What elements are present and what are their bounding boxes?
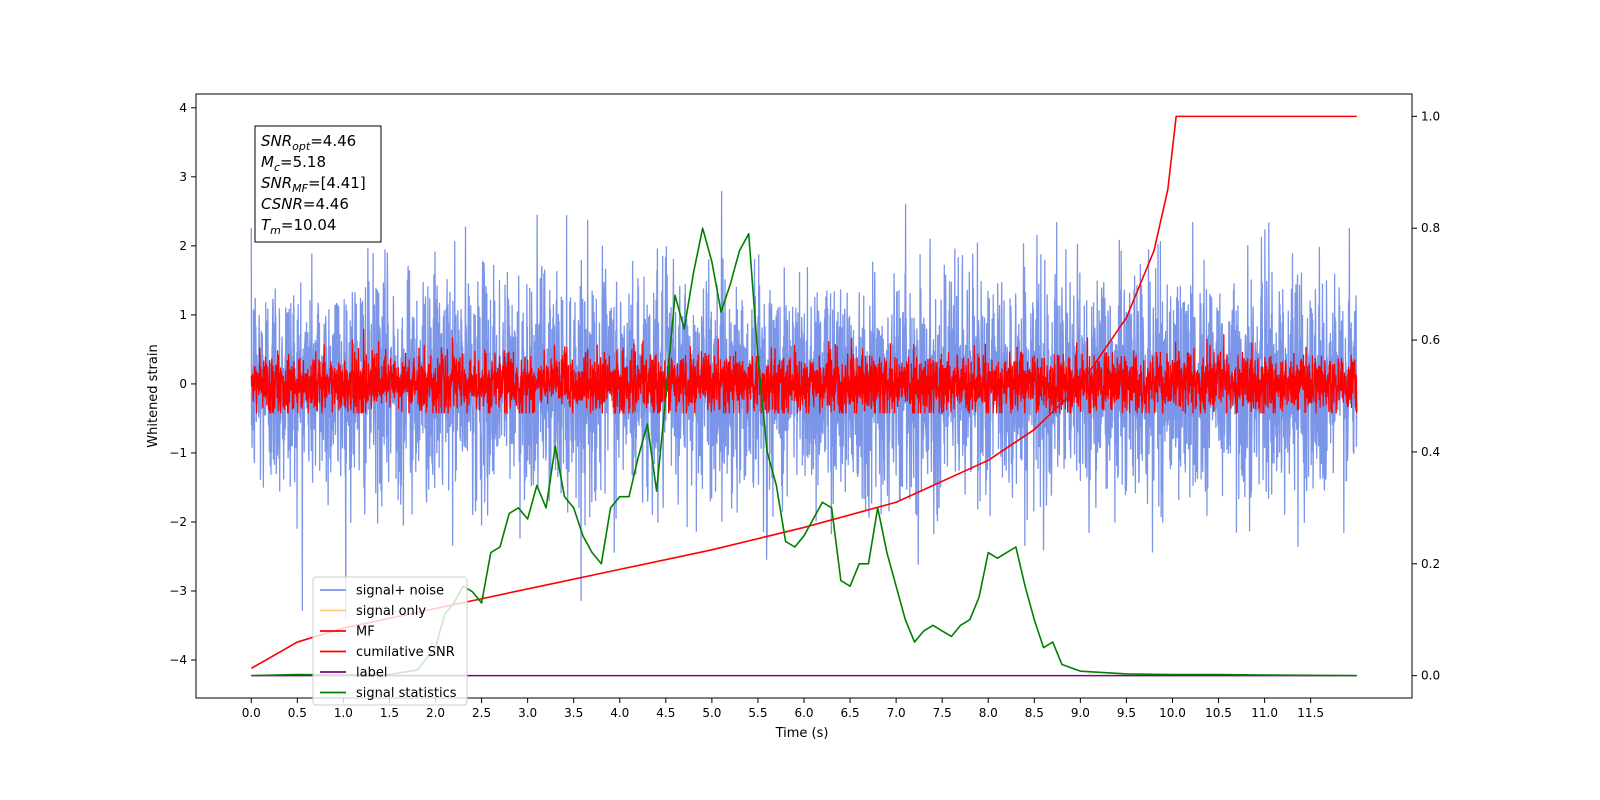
y-tick-label: 0 <box>179 377 187 391</box>
y-axis-right: 0.0 0.2 0.4 0.6 0.8 1.0 <box>1412 109 1440 683</box>
x-tick-label: 8.0 <box>979 706 998 720</box>
x-tick-label: 2.0 <box>426 706 445 720</box>
annotation-subscript: opt <box>292 140 311 153</box>
x-tick-label: 0.5 <box>288 706 307 720</box>
series-line-mf <box>250 328 1358 414</box>
y2-tick-label: 0.8 <box>1421 221 1440 235</box>
x-tick-label: 5.5 <box>748 706 767 720</box>
x-tick-label: 1.0 <box>334 706 353 720</box>
y-tick-label: −4 <box>169 653 187 667</box>
x-tick-label: 11.5 <box>1297 706 1324 720</box>
x-tick-label: 11.0 <box>1251 706 1278 720</box>
y-axis-left: −4 −3 −2 −1 0 1 2 3 4 <box>169 101 196 667</box>
x-tick-label: 0.0 <box>242 706 261 720</box>
y2-tick-label: 0.4 <box>1421 445 1440 459</box>
x-tick-label: 10.0 <box>1159 706 1186 720</box>
annotation-value: =5.18 <box>280 153 326 171</box>
legend-frame <box>312 576 468 706</box>
stats-annotation-box: SNRopt=4.46Mc=5.18SNRMF=[4.41]CSNR=4.46T… <box>254 125 382 243</box>
annotation-frame <box>254 125 382 243</box>
legend-entry: signal+ noise <box>356 584 444 599</box>
annotation-line: Tm=10.04 <box>261 216 336 237</box>
annotation-var: CSNR <box>261 195 303 213</box>
x-tick-label: 4.0 <box>610 706 629 720</box>
y-tick-label: −3 <box>169 584 187 598</box>
annotation-value: =4.46 <box>310 132 356 150</box>
x-tick-label: 1.5 <box>380 706 399 720</box>
annotation-subscript: c <box>274 161 280 174</box>
x-axis: 0.0 0.5 1.0 1.5 2.0 2.5 3.0 3.5 4.0 4.5 5.0 5.5 6.0 6… <box>242 698 1324 720</box>
y-axis-label: Whitened strain <box>146 344 161 447</box>
y2-tick-label: 0.0 <box>1421 669 1440 683</box>
y2-tick-label: 1.0 <box>1421 109 1440 123</box>
annotation-line: CSNR=4.46 <box>261 195 349 213</box>
annotation-value: =[4.41] <box>308 174 366 192</box>
y2-tick-label: 0.6 <box>1421 333 1440 347</box>
annotation-value: =4.46 <box>303 195 349 213</box>
legend-entry: signal only <box>356 604 426 619</box>
annotation-subscript: MF <box>292 182 308 195</box>
legend-entry: signal statistics <box>356 686 457 701</box>
legend-entry: MF <box>356 625 375 640</box>
annotation-subscript: m <box>270 224 281 237</box>
x-tick-label: 9.0 <box>1071 706 1090 720</box>
legend: signal+ noise signal only MF cumilative SNR… <box>312 576 468 706</box>
annotation-var: SNR <box>261 174 292 192</box>
y-tick-label: −2 <box>169 515 187 529</box>
annotation-var: M <box>261 153 274 171</box>
annotation-line: SNRopt=4.46 <box>261 132 356 153</box>
x-tick-label: 3.0 <box>518 706 537 720</box>
x-tick-label: 6.5 <box>841 706 860 720</box>
x-tick-label: 9.5 <box>1117 706 1136 720</box>
legend-entry: cumilative SNR <box>356 645 455 660</box>
y2-tick-label: 0.2 <box>1421 557 1440 571</box>
x-tick-label: 5.0 <box>702 706 721 720</box>
x-tick-label: 8.5 <box>1025 706 1044 720</box>
annotation-value: =10.04 <box>281 216 337 234</box>
y-tick-label: −1 <box>169 446 187 460</box>
annotation-var: T <box>261 216 272 234</box>
annotation-line: Mc=5.18 <box>261 153 326 174</box>
y-tick-label: 4 <box>179 101 187 115</box>
x-tick-label: 2.5 <box>472 706 491 720</box>
annotation-var: SNR <box>261 132 292 150</box>
legend-entry: label <box>356 666 387 681</box>
y-tick-label: 3 <box>179 170 187 184</box>
x-tick-label: 7.5 <box>933 706 952 720</box>
x-tick-label: 3.5 <box>564 706 583 720</box>
x-tick-label: 7.0 <box>887 706 906 720</box>
annotation-line: SNRMF=[4.41] <box>261 174 366 195</box>
x-tick-label: 10.5 <box>1205 706 1232 720</box>
series-line-signal-statistics <box>251 227 1357 677</box>
x-tick-label: 6.0 <box>794 706 813 720</box>
y-tick-label: 1 <box>179 308 187 322</box>
y-tick-label: 2 <box>179 239 187 253</box>
x-axis-label: Time (s) <box>775 726 829 741</box>
x-tick-label: 4.5 <box>656 706 675 720</box>
